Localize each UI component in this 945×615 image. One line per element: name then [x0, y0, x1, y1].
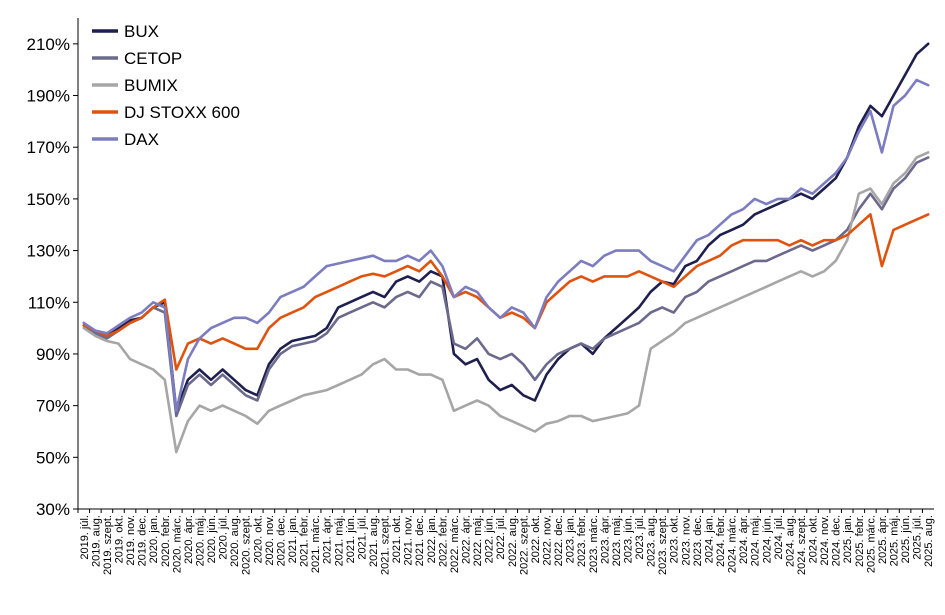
x-tick-label: 2019. nov. — [125, 515, 137, 566]
x-tick-label: 2024. ápr. — [738, 515, 750, 564]
x-tick-label: 2022. szept. — [518, 515, 530, 575]
x-tick-label: 2023. okt. — [669, 515, 681, 563]
x-tick-label: 2021. júl. — [356, 515, 368, 560]
x-tick-label: 2022. febr. — [437, 515, 449, 567]
x-tick-label: 2022. okt. — [530, 515, 542, 563]
legend-label: DAX — [124, 130, 159, 149]
x-tick-label: 2021. febr. — [299, 515, 311, 567]
x-tick-label: 2023. aug. — [646, 515, 658, 567]
x-tick-label: 2023. febr. — [576, 515, 588, 567]
legend-label: BUX — [124, 22, 159, 41]
x-tick-label: 2022. nov. — [541, 515, 553, 566]
y-tick-label: 110% — [28, 293, 70, 312]
x-tick-label: 2022. júl. — [495, 515, 507, 560]
x-tick-label: 2021. aug. — [368, 515, 380, 567]
x-tick-label: 2023. dec. — [692, 515, 704, 566]
x-tick-label: 2025. máj. — [889, 515, 901, 566]
y-tick-label: 70% — [36, 397, 70, 416]
legend-label: CETOP — [124, 49, 182, 68]
x-tick-label: 2025. aug. — [923, 515, 935, 567]
x-tick-label: 2022. jan. — [426, 515, 438, 563]
x-tick-label: 2019. júl. — [79, 515, 91, 560]
x-tick-label: 2024. júl. — [773, 515, 785, 560]
x-tick-label: 2023. jan. — [565, 515, 577, 563]
x-tick-label: 2023. jún. — [622, 515, 634, 563]
x-tick-label: 2024. jún. — [761, 515, 773, 563]
x-tick-label: 2021. márc. — [310, 515, 322, 573]
x-tick-label: 2021. dec. — [414, 515, 426, 566]
x-tick-label: 2023. szept. — [657, 515, 669, 575]
series-line-cetop — [82, 156, 930, 418]
x-tick-label: 2022. jún. — [484, 515, 496, 563]
series-line-dax — [82, 78, 930, 413]
x-tick-label: 2022. aug. — [507, 515, 519, 567]
x-tick-label: 2020. dec. — [275, 515, 287, 566]
series-line-bumix — [82, 151, 930, 454]
x-tick-label: 2024. dec. — [831, 515, 843, 566]
y-tick-label: 190% — [27, 87, 70, 106]
x-axis: 2019. júl. 2019. aug. 2019. szept. 2019. ok… — [77, 508, 935, 575]
x-tick-label: 2024. nov. — [819, 515, 831, 566]
x-tick-label: 2022. márc. — [449, 515, 461, 573]
y-tick-label: 170% — [27, 138, 70, 157]
x-tick-label: 2020. aug. — [229, 515, 241, 567]
series-layer — [82, 42, 930, 454]
x-tick-label: 2021. nov. — [403, 515, 415, 566]
x-tick-label: 2024. febr. — [715, 515, 727, 567]
x-tick-label: 2025. márc. — [865, 515, 877, 573]
x-tick-label: 2022. dec. — [553, 515, 565, 566]
x-tick-label: 2020. szept. — [241, 515, 253, 575]
x-tick-label: 2020. ápr. — [183, 515, 195, 564]
legend: BUX CETOP BUMIX DJ STOXX 600 DAX — [92, 22, 240, 149]
y-tick-label: 30% — [36, 500, 70, 519]
x-tick-label: 2025. ápr. — [877, 515, 889, 564]
x-tick-label: 2024. márc. — [727, 515, 739, 573]
x-tick-label: 2020. febr. — [160, 515, 172, 567]
series-line-dj-stoxx-600 — [82, 213, 930, 371]
x-tick-label: 2022. máj. — [472, 515, 484, 566]
legend-label: BUMIX — [124, 76, 178, 95]
x-tick-label: 2023. júl. — [634, 515, 646, 560]
x-tick-label: 2020. jan. — [148, 515, 160, 563]
x-tick-label: 2024. szept. — [796, 515, 808, 575]
x-tick-label: 2020. júl. — [218, 515, 230, 560]
x-tick-label: 2025. júl. — [912, 515, 924, 560]
x-tick-label: 2025. jan. — [842, 515, 854, 563]
x-tick-label: 2023. márc. — [588, 515, 600, 573]
x-tick-label: 2020. márc. — [171, 515, 183, 573]
x-tick-label: 2023. máj. — [611, 515, 623, 566]
x-tick-label: 2021. szept. — [380, 515, 392, 575]
x-tick-label: 2019. okt. — [113, 515, 125, 563]
x-tick-label: 2020. jún. — [206, 515, 218, 563]
x-tick-label: 2024. okt. — [808, 515, 820, 563]
x-tick-label: 2024. máj. — [750, 515, 762, 566]
x-tick-label: 2020. máj. — [194, 515, 206, 566]
y-axis: 30% 50% 70% 90% 110% 130% 150% 170% 190% 210% — [27, 18, 79, 519]
x-tick-label: 2019. dec. — [137, 515, 149, 566]
y-tick-label: 130% — [27, 242, 70, 261]
x-tick-label: 2023. nov. — [680, 515, 692, 566]
x-tick-label: 2019. aug. — [90, 515, 102, 567]
y-tick-label: 50% — [36, 448, 70, 467]
x-tick-label: 2019. szept. — [102, 515, 114, 575]
y-tick-label: 90% — [36, 345, 70, 364]
x-tick-label: 2021. ápr. — [322, 515, 334, 564]
x-tick-label: 2021. okt. — [391, 515, 403, 563]
x-tick-label: 2021. máj. — [333, 515, 345, 566]
x-tick-label: 2020. okt. — [252, 515, 264, 563]
x-tick-label: 2022. ápr. — [461, 515, 473, 564]
x-tick-label: 2025. febr. — [854, 515, 866, 567]
x-tick-label: 2024. aug. — [784, 515, 796, 567]
x-tick-label: 2021. jan. — [287, 515, 299, 563]
y-tick-label: 210% — [27, 35, 70, 54]
x-tick-label: 2024. jan. — [703, 515, 715, 563]
x-tick-label: 2025. jún. — [900, 515, 912, 563]
x-tick-label: 2023. ápr. — [599, 515, 611, 564]
x-tick-label: 2020. nov. — [264, 515, 276, 566]
legend-label: DJ STOXX 600 — [124, 103, 240, 122]
y-tick-label: 150% — [27, 190, 70, 209]
x-tick-label: 2021. jún. — [345, 515, 357, 563]
